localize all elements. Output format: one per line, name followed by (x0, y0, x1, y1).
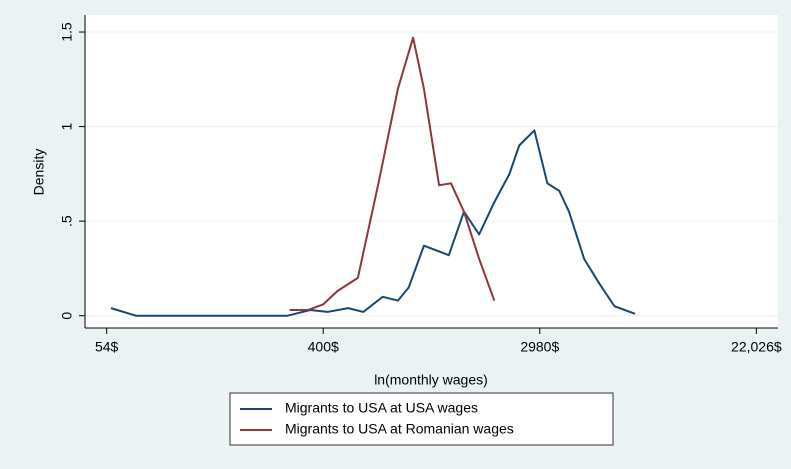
legend-box (229, 392, 614, 446)
x-tick-label: 54$ (95, 339, 119, 355)
plot-area (85, 15, 778, 328)
legend-label: Migrants to USA at USA wages (285, 400, 478, 416)
x-tick-label: 22,026$ (731, 339, 782, 355)
series-line (110, 129, 636, 317)
legend-label: Migrants to USA at Romanian wages (285, 421, 514, 437)
x-axis-title: ln(monthly wages) (374, 372, 488, 388)
series-line (289, 36, 496, 312)
y-tick-label: 0 (59, 312, 75, 320)
y-tick-label: 1.5 (59, 22, 75, 42)
y-axis-title: Density (31, 149, 47, 196)
y-tick-label: 1 (59, 122, 75, 130)
x-tick-label: 400$ (308, 339, 339, 355)
x-tick-label: 2980$ (520, 339, 559, 355)
y-tick-label: .5 (59, 215, 75, 227)
